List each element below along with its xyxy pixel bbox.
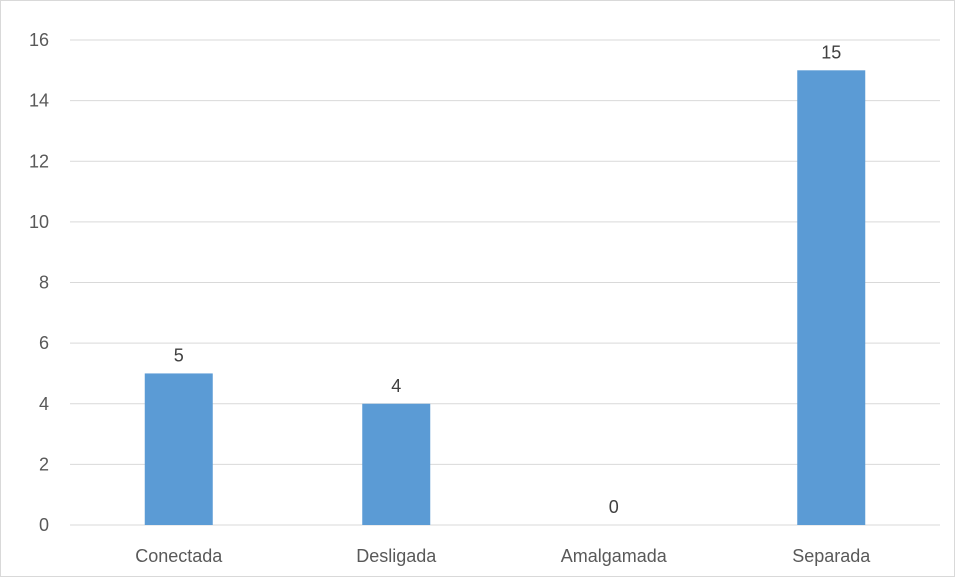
bar-separada <box>797 70 866 525</box>
y-tick-label: 14 <box>29 91 49 111</box>
bars <box>144 70 866 525</box>
x-category-label: Separada <box>792 546 871 566</box>
y-tick-label: 4 <box>39 394 49 414</box>
bar-conectada <box>144 373 213 525</box>
y-tick-label: 6 <box>39 333 49 353</box>
data-label-separada: 15 <box>821 42 841 62</box>
y-axis-ticks: 0 2 4 6 8 10 12 14 16 <box>29 30 49 535</box>
y-tick-label: 2 <box>39 454 49 474</box>
data-labels: 5 4 0 15 <box>174 42 842 517</box>
data-label-amalgamada: 0 <box>609 497 619 517</box>
y-tick-label: 0 <box>39 515 49 535</box>
x-category-label: Desligada <box>356 546 437 566</box>
y-tick-label: 12 <box>29 151 49 171</box>
x-axis-categories: Conectada Desligada Amalgamada Separada <box>135 546 871 566</box>
y-tick-label: 16 <box>29 30 49 50</box>
data-label-desligada: 4 <box>391 376 401 396</box>
data-label-conectada: 5 <box>174 345 184 365</box>
x-category-label: Amalgamada <box>561 546 668 566</box>
bar-desligada <box>362 403 431 525</box>
gridlines <box>70 39 940 526</box>
y-tick-label: 8 <box>39 273 49 293</box>
y-tick-label: 10 <box>29 212 49 232</box>
x-category-label: Conectada <box>135 546 223 566</box>
